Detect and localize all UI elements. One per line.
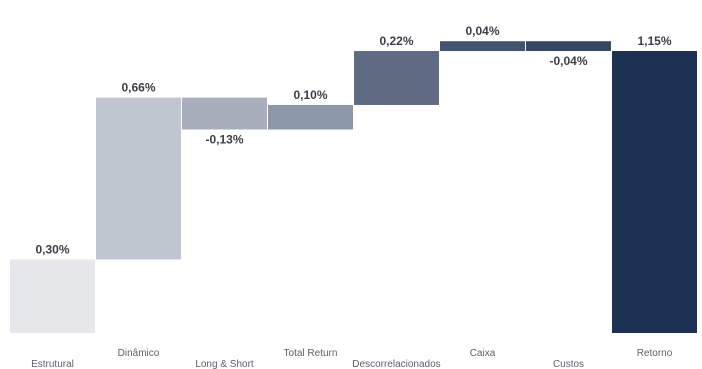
value-label-0: 0,30%: [35, 242, 69, 256]
category-label-1: Dinâmico: [118, 348, 160, 359]
value-label-7: 1,15%: [637, 34, 671, 48]
bar-3: [268, 104, 353, 130]
category-label-0: Estrutural: [31, 359, 74, 369]
value-label-4: 0,22%: [379, 34, 413, 48]
category-label-6: Custos: [553, 359, 584, 369]
bars-group: [10, 41, 697, 334]
value-label-2: -0,13%: [205, 132, 243, 146]
bar-4: [354, 51, 439, 105]
category-label-7: Retorno: [637, 348, 673, 359]
category-label-4: Descorrelacionados: [352, 359, 440, 369]
bar-1: [96, 97, 181, 260]
bar-6: [526, 41, 611, 52]
category-label-5: Caixa: [470, 348, 496, 359]
value-label-3: 0,10%: [293, 88, 327, 102]
value-labels-group: 0,30% 0,66% -0,13% 0,10% 0,22% 0,04% -0,04% 1,1…: [35, 24, 671, 256]
value-label-1: 0,66%: [121, 81, 155, 95]
category-label-2: Long & Short: [195, 359, 254, 369]
value-label-5: 0,04%: [465, 24, 499, 38]
bar-7: [612, 51, 697, 334]
value-label-6: -0,04%: [549, 54, 587, 68]
bar-5: [440, 41, 525, 52]
category-label-3: Total Return: [284, 348, 338, 359]
tick-labels-group: Estrutural Dinâmico Long & Short Total Retu…: [31, 348, 673, 369]
bar-0: [10, 259, 95, 333]
bar-2: [182, 97, 267, 130]
